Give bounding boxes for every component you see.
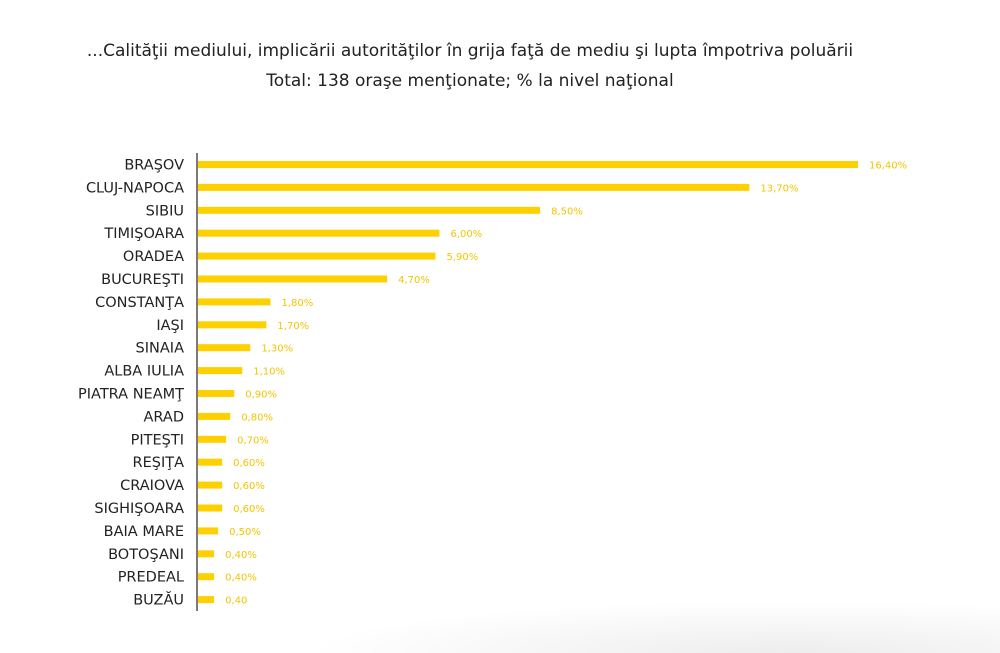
value-label: 0,70%: [237, 435, 269, 446]
bar: [198, 481, 223, 489]
category-label: BUZĂU: [133, 591, 184, 609]
value-label: 0,90%: [245, 390, 277, 401]
bar: [198, 504, 223, 512]
value-label: 0,40%: [225, 550, 257, 561]
category-label: CLUJ-NAPOCA: [86, 180, 184, 196]
chart-title: ...Calităţii mediului, implicării autori…: [86, 41, 854, 61]
value-label: 1,70%: [277, 321, 309, 332]
value-label: 13,70%: [760, 183, 798, 194]
bar: [198, 206, 541, 214]
value-label: 0,60%: [233, 458, 265, 469]
bar: [198, 298, 271, 306]
value-label: 0,80%: [241, 412, 273, 423]
chart-subtitle: Total: 138 oraşe menţionate; % la nivel …: [266, 71, 674, 91]
category-label: IAŞI: [156, 318, 184, 334]
bar: [198, 412, 231, 420]
bar: [198, 435, 227, 443]
category-label: PREDEAL: [118, 570, 184, 586]
bar: [198, 229, 440, 237]
value-label: 0,40%: [225, 573, 257, 584]
background-shadow: [300, 600, 1000, 653]
category-label: PITEŞTI: [131, 432, 184, 448]
bar: [198, 550, 215, 558]
category-label: SIBIU: [146, 203, 184, 219]
value-label: 0,60%: [233, 481, 265, 492]
value-label: 1,80%: [281, 298, 313, 309]
bar: [198, 275, 388, 283]
category-label: BOTOŞANI: [108, 547, 184, 563]
bar: [198, 344, 251, 352]
value-label: 1,30%: [261, 344, 293, 355]
value-label: 8,50%: [551, 206, 583, 217]
category-label: CRAIOVA: [120, 478, 184, 494]
value-label: 0,60%: [233, 504, 265, 515]
value-label: 5,90%: [446, 252, 478, 263]
value-label: 4,70%: [398, 275, 430, 286]
category-label: ORADEA: [123, 249, 184, 265]
value-label: 0,40: [225, 596, 247, 607]
value-label: 6,00%: [450, 229, 482, 240]
bar: [198, 161, 858, 168]
bar: [198, 252, 436, 260]
bar: [198, 183, 750, 191]
bar: [198, 596, 215, 604]
category-label: BUCUREŞTI: [101, 272, 184, 288]
category-label: ARAD: [144, 409, 185, 425]
bar: [198, 458, 223, 466]
value-label: 16,40%: [869, 161, 907, 172]
category-label: CONSTANŢA: [95, 295, 184, 311]
bar: [198, 367, 243, 375]
bar: [198, 527, 219, 535]
bar: [198, 573, 215, 581]
value-label: 0,50%: [229, 527, 261, 538]
category-label: REŞIŢA: [133, 455, 185, 471]
value-label: 1,10%: [253, 367, 285, 378]
category-label: TIMIŞOARA: [103, 226, 184, 242]
bar: [198, 390, 235, 397]
category-label: BRAŞOV: [124, 158, 184, 174]
category-label: SINAIA: [136, 341, 185, 357]
category-label: PIATRA NEAMŢ: [78, 387, 184, 403]
category-label: BAIA MARE: [104, 524, 184, 540]
category-label: SIGHIŞOARA: [94, 501, 184, 517]
bar: [198, 321, 267, 329]
category-label: ALBA IULIA: [104, 364, 184, 380]
